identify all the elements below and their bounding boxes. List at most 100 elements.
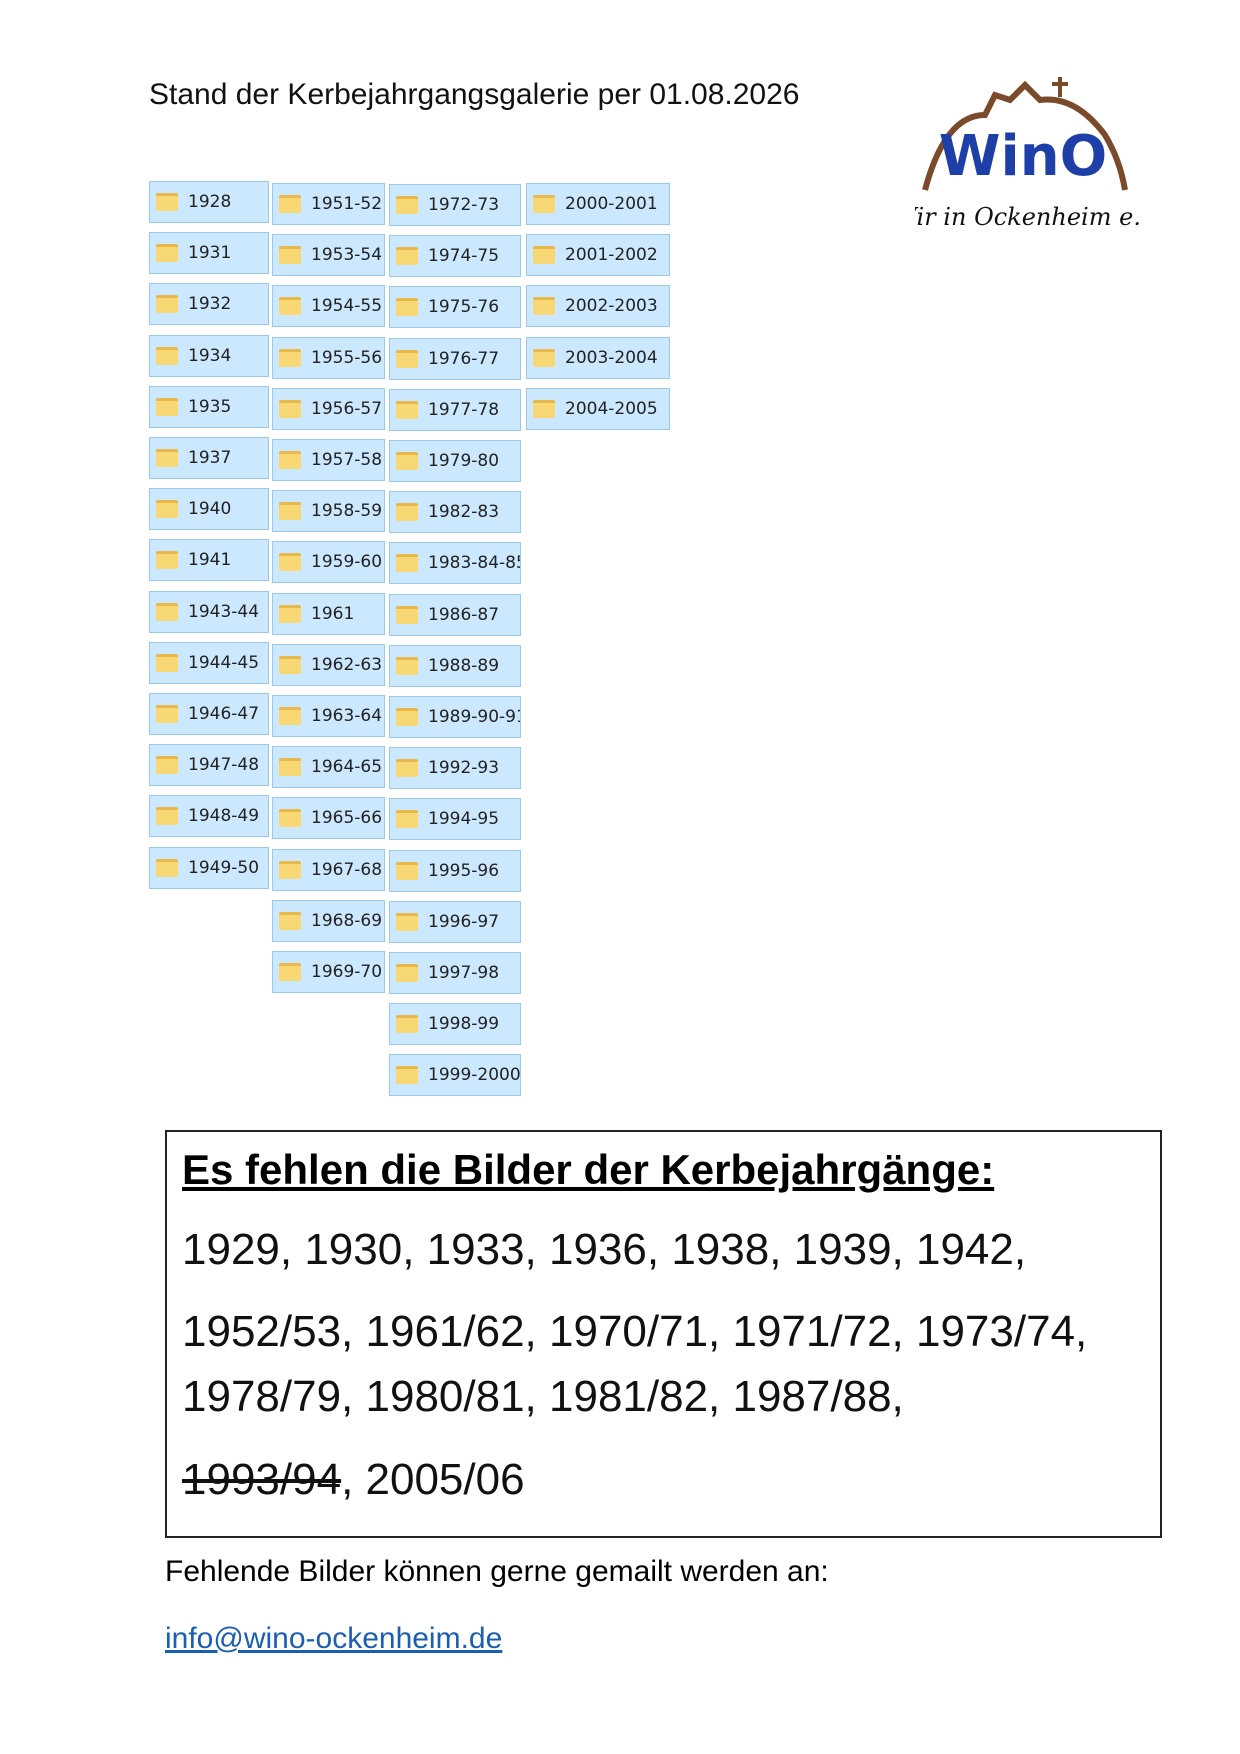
- folder[interactable]: 1959-60: [272, 541, 385, 584]
- folder[interactable]: 1977-78: [389, 388, 521, 431]
- folder[interactable]: 1928: [149, 181, 269, 223]
- folder[interactable]: 2003-2004: [526, 336, 670, 379]
- folder-label: 1953-54: [311, 245, 383, 266]
- folder-icon: [533, 399, 555, 418]
- folder-icon: [279, 195, 301, 213]
- folder[interactable]: 1948-49: [149, 795, 269, 838]
- folder[interactable]: 1975-76: [389, 286, 521, 329]
- folder-label: 1983-84-85: [428, 553, 521, 574]
- folder[interactable]: 1974-75: [389, 235, 521, 278]
- folder[interactable]: 1956-57: [272, 387, 385, 430]
- folder-icon: [396, 247, 418, 266]
- folder-icon: [279, 809, 301, 828]
- folder[interactable]: 1997-98: [389, 952, 521, 994]
- folder[interactable]: 1934: [149, 334, 269, 377]
- logo-name: Wir in Ockenheim e.V.: [915, 203, 1140, 231]
- folder-label: 1935: [188, 396, 232, 417]
- folder[interactable]: 1995-96: [389, 849, 521, 892]
- folder-icon: [279, 246, 301, 265]
- folder[interactable]: 2000-2001: [526, 183, 670, 225]
- folder-label: 1963-64: [311, 706, 383, 726]
- folder[interactable]: 1957-58: [272, 439, 385, 481]
- folder-icon: [279, 553, 301, 572]
- folder-label: 1994-95: [428, 809, 500, 830]
- folder-icon: [533, 195, 555, 213]
- folder[interactable]: 1996-97: [389, 900, 521, 943]
- folder[interactable]: 1951-52: [272, 183, 385, 225]
- folder-icon: [156, 346, 178, 365]
- folder-label: 1969-70: [311, 962, 383, 982]
- folder[interactable]: 1969-70: [272, 951, 385, 993]
- folder[interactable]: 1961: [272, 592, 385, 635]
- folder[interactable]: 1994-95: [389, 798, 521, 841]
- folder-icon: [279, 758, 301, 777]
- folder-label: 1992-93: [428, 758, 500, 779]
- folder[interactable]: 1943-44: [149, 590, 269, 633]
- folder[interactable]: 1965-66: [272, 797, 385, 840]
- folder[interactable]: 1976-77: [389, 337, 521, 380]
- folder[interactable]: 1979-80: [389, 440, 521, 482]
- missing-title: Es fehlen die Bilder der Kerbejahrgänge:: [182, 1146, 995, 1193]
- folder-label: 1959-60: [311, 552, 383, 573]
- folder-icon: [533, 297, 555, 316]
- folder-icon: [156, 551, 178, 570]
- logo: WinO Wir in Ockenheim e.V.: [915, 77, 1140, 231]
- folder[interactable]: 1968-69: [272, 899, 385, 942]
- folder-icon: [396, 810, 418, 829]
- folder[interactable]: 1982-83: [389, 491, 521, 534]
- folder[interactable]: 1989-90-91: [389, 696, 521, 738]
- folder[interactable]: 1999-2000: [389, 1054, 521, 1097]
- folder[interactable]: 2001-2002: [526, 234, 670, 277]
- folder[interactable]: 1953-54: [272, 234, 385, 277]
- folder[interactable]: 1983-84-85: [389, 542, 521, 585]
- folder[interactable]: 1986-87: [389, 593, 521, 636]
- folder[interactable]: 1946-47: [149, 693, 269, 735]
- folder[interactable]: 1941: [149, 539, 269, 582]
- folder-label: 1940: [188, 499, 232, 520]
- folder[interactable]: 1958-59: [272, 490, 385, 533]
- folder-icon: [396, 964, 418, 982]
- folder[interactable]: 1955-56: [272, 336, 385, 379]
- folder-label: 1964-65: [311, 757, 383, 778]
- folder[interactable]: 1949-50: [149, 846, 269, 889]
- folder-label: 1976-77: [428, 348, 500, 369]
- folder-icon: [396, 1066, 418, 1085]
- folder[interactable]: 1967-68: [272, 848, 385, 891]
- folder-icon: [396, 605, 418, 624]
- folder-icon: [156, 756, 178, 775]
- folder-icon: [156, 653, 178, 672]
- folder[interactable]: 1988-89: [389, 644, 521, 687]
- folder-icon: [396, 1015, 418, 1034]
- folder-label: 1972-73: [428, 195, 500, 215]
- missing-line: 1952/53, 1961/62, 1970/71, 1971/72, 1973…: [182, 1307, 1088, 1356]
- folder-label: 1982-83: [428, 502, 500, 523]
- folder-label: 1954-55: [311, 296, 383, 317]
- folder[interactable]: 1964-65: [272, 746, 385, 789]
- folder-label: 1996-97: [428, 911, 500, 932]
- folder-label: 1967-68: [311, 859, 383, 880]
- folder[interactable]: 1931: [149, 232, 269, 275]
- folder-label: 1931: [188, 243, 232, 264]
- missing-box: [165, 1130, 1162, 1538]
- folder[interactable]: 1937: [149, 437, 269, 479]
- email-link[interactable]: info@wino-ockenheim.de: [165, 1622, 503, 1655]
- folder[interactable]: 1935: [149, 385, 269, 428]
- folder[interactable]: 1962-63: [272, 643, 385, 686]
- folder[interactable]: 1940: [149, 488, 269, 531]
- folder-label: 1989-90-91: [428, 707, 521, 727]
- folder[interactable]: 2002-2003: [526, 285, 670, 328]
- folder-label: 1962-63: [311, 654, 383, 675]
- folder-icon: [396, 349, 418, 368]
- folder[interactable]: 1998-99: [389, 1003, 521, 1046]
- folder[interactable]: 1972-73: [389, 184, 521, 226]
- folder[interactable]: 2004-2005: [526, 387, 670, 430]
- folder-icon: [279, 502, 301, 521]
- folder[interactable]: 1947-48: [149, 744, 269, 787]
- folder-icon: [279, 399, 301, 418]
- folder[interactable]: 1932: [149, 283, 269, 326]
- folder-icon: [156, 500, 178, 519]
- folder[interactable]: 1954-55: [272, 285, 385, 328]
- folder[interactable]: 1963-64: [272, 695, 385, 737]
- folder[interactable]: 1992-93: [389, 747, 521, 790]
- folder[interactable]: 1944-45: [149, 641, 269, 684]
